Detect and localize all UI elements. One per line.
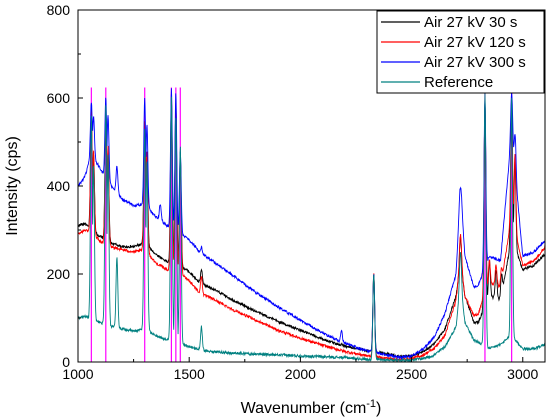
y-tick-label: 600 (47, 90, 71, 106)
x-axis-title-superscript: -1 (366, 398, 376, 410)
x-axis-title: Wavenumber (cm-1) (241, 398, 382, 417)
y-axis-title: Intensity (cps) (4, 136, 21, 236)
x-tick-label: 1000 (62, 366, 93, 382)
series-line (77, 88, 546, 360)
legend-label: Air 27 kV 30 s (424, 14, 517, 31)
series-line (77, 92, 546, 363)
y-tick-label: 400 (47, 178, 71, 194)
y-tick-label: 200 (47, 266, 71, 282)
x-tick-label: 2500 (396, 366, 427, 382)
y-axis: 0 200 400 600 800 (47, 2, 83, 370)
legend-label: Air 27 kV 300 s (424, 54, 526, 71)
y-tick-label: 0 (62, 354, 70, 370)
series-line (77, 99, 546, 359)
plot-lines (77, 87, 546, 363)
legend-label: Reference (424, 74, 493, 91)
x-tick-label: 2000 (285, 366, 316, 382)
legend-label: Air 27 kV 120 s (424, 34, 526, 51)
legend-box (376, 10, 545, 94)
x-tick-label: 1500 (174, 366, 205, 382)
x-tick-label: 3000 (507, 366, 538, 382)
legend: Air 27 kV 30 s Air 27 kV 120 s Air 27 kV 3… (376, 10, 545, 94)
y-tick-label: 800 (47, 2, 71, 18)
x-axis: 1000 1500 2000 2500 3000 (62, 357, 539, 382)
series-line (77, 93, 546, 363)
